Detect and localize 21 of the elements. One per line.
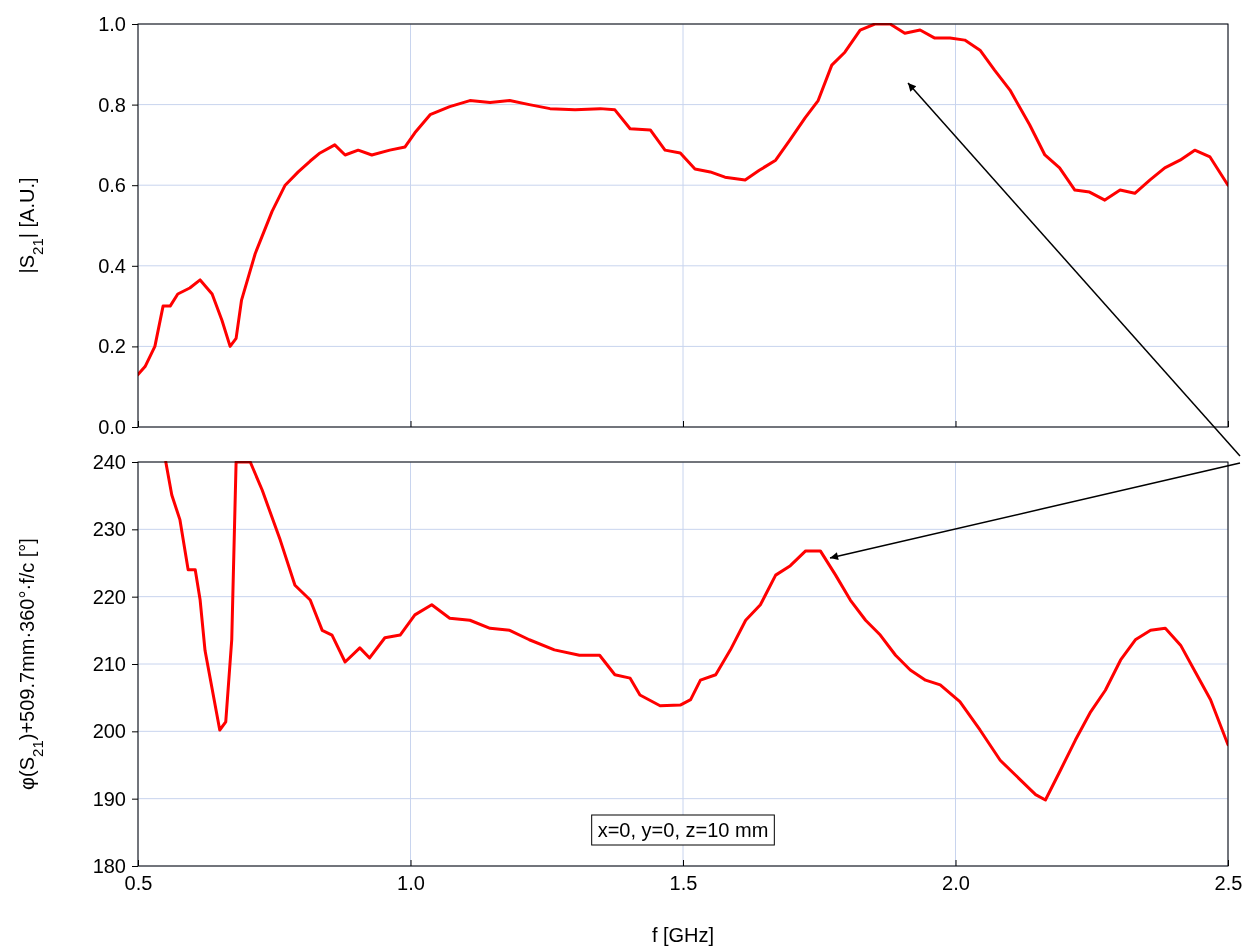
annotation: x=0, y=0, z=10 mm <box>597 819 769 841</box>
y-tick-label: 200 <box>92 720 126 743</box>
y-tick-label: 180 <box>92 854 126 877</box>
y-tick-label: 0.6 <box>98 174 126 197</box>
y-tick-label: 0.0 <box>98 415 126 438</box>
line-series <box>164 461 1228 802</box>
x-tick-label: 2.5 <box>1214 872 1243 895</box>
x-tick-label: 1.5 <box>669 872 698 895</box>
x-tick-label: 2.0 <box>942 872 970 895</box>
y-tick-label: 0.2 <box>98 335 126 358</box>
x-tick-label: 1.0 <box>397 872 425 895</box>
y-tick-label: 240 <box>92 450 126 473</box>
y-tick-label: 210 <box>92 652 126 675</box>
y-tick-label: 190 <box>92 787 126 810</box>
y-tick-label: 220 <box>92 585 126 608</box>
y-tick-label: 230 <box>92 518 126 541</box>
x-axis-title: f [GHz] <box>651 924 715 946</box>
x-tick-label: 0.5 <box>124 872 153 895</box>
y-tick-label: 0.8 <box>98 93 126 116</box>
y-tick-label: 1.0 <box>98 12 126 35</box>
y-tick-label: 0.4 <box>98 254 126 277</box>
